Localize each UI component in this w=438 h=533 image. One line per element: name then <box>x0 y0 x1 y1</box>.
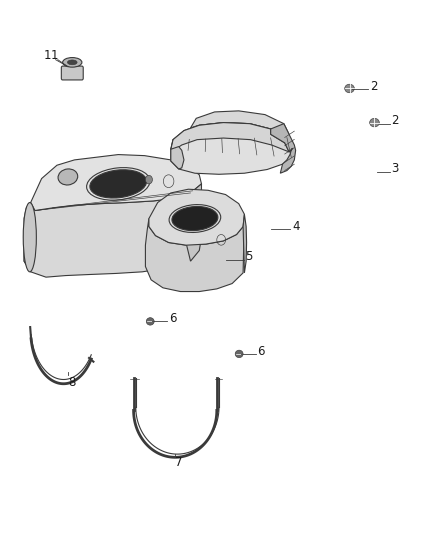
Polygon shape <box>175 184 201 261</box>
Text: 7: 7 <box>175 456 183 469</box>
Text: 2: 2 <box>370 80 378 93</box>
Ellipse shape <box>90 169 147 198</box>
Text: 5: 5 <box>245 251 253 263</box>
Text: 1: 1 <box>43 49 51 62</box>
Ellipse shape <box>146 318 154 325</box>
Ellipse shape <box>23 203 36 272</box>
Polygon shape <box>271 124 296 173</box>
Polygon shape <box>145 214 244 292</box>
Ellipse shape <box>370 118 379 127</box>
Text: 6: 6 <box>169 312 176 325</box>
Ellipse shape <box>63 58 82 67</box>
Text: 8: 8 <box>68 376 75 389</box>
Polygon shape <box>31 155 201 211</box>
FancyBboxPatch shape <box>61 66 83 80</box>
Text: 4: 4 <box>293 220 300 233</box>
Polygon shape <box>271 129 293 152</box>
Polygon shape <box>243 214 247 273</box>
Text: 1: 1 <box>50 50 58 62</box>
Polygon shape <box>171 123 293 152</box>
Ellipse shape <box>345 84 354 93</box>
Circle shape <box>145 175 152 184</box>
Text: 2: 2 <box>391 115 399 127</box>
Ellipse shape <box>235 350 243 358</box>
Polygon shape <box>24 203 31 272</box>
Polygon shape <box>171 147 184 169</box>
Ellipse shape <box>172 206 218 231</box>
Text: 6: 6 <box>258 345 265 358</box>
Polygon shape <box>191 111 289 134</box>
Ellipse shape <box>58 169 78 185</box>
Polygon shape <box>24 184 201 277</box>
Ellipse shape <box>67 60 77 65</box>
Polygon shape <box>149 189 244 245</box>
Text: 3: 3 <box>391 163 399 175</box>
Polygon shape <box>171 123 293 174</box>
